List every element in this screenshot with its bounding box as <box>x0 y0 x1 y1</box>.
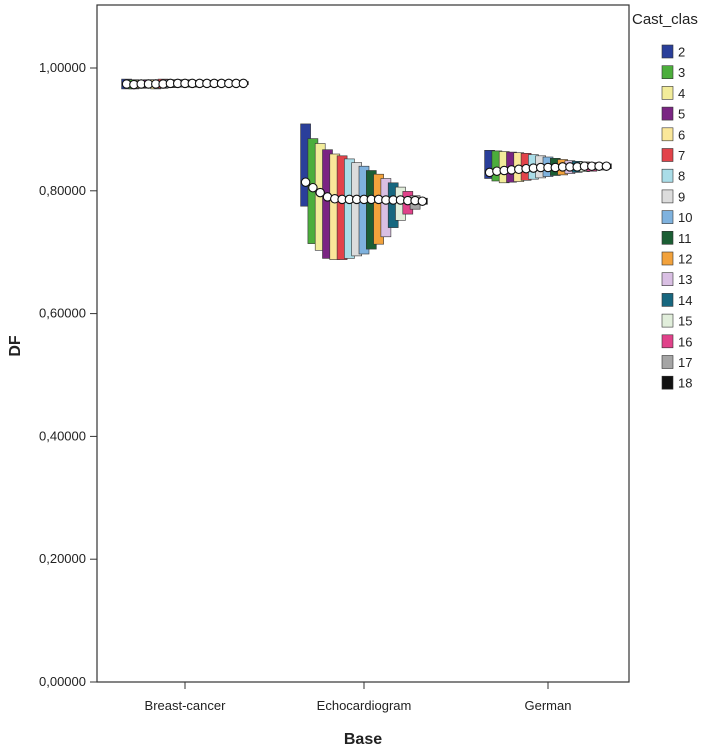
legend-swatch-17 <box>661 355 674 369</box>
legend-swatch-16 <box>661 334 674 349</box>
mean-markers-layer <box>121 78 612 206</box>
y-tick-label: 1,00000 <box>39 60 86 75</box>
legend-label-7: 7 <box>678 148 685 163</box>
legend-swatch-12 <box>661 251 674 266</box>
legend-swatch-7 <box>661 148 674 162</box>
legend-label-11: 11 <box>678 231 692 246</box>
y-tick-label: 0,40000 <box>39 428 86 443</box>
mean-marker-Echocardiogram-3 <box>308 182 318 193</box>
legend-swatch-15 <box>661 313 674 328</box>
legend-label-14: 14 <box>678 293 692 308</box>
x-tick-label: Echocardiogram <box>317 698 412 713</box>
legend-swatch-2 <box>661 44 674 59</box>
legend-swatch-13 <box>661 272 674 287</box>
legend-swatch-4 <box>661 86 674 100</box>
y-axis: 0,00000 0,20000 0,40000 0,60000 0,80000 1,000… <box>39 60 97 689</box>
legend-label-2: 2 <box>678 45 685 60</box>
legend-label-12: 12 <box>678 252 692 267</box>
legend-swatch-8 <box>661 168 674 183</box>
mean-marker-Echocardiogram-2 <box>300 177 311 187</box>
y-axis-title: DF <box>7 335 24 357</box>
legend-label-15: 15 <box>678 314 692 329</box>
legend-label-18: 18 <box>678 376 692 391</box>
legend-label-6: 6 <box>678 127 685 142</box>
x-tick-label: Breast-cancer <box>145 698 227 713</box>
legend-label-5: 5 <box>678 107 685 122</box>
legend-title: Cast_clas <box>632 11 698 28</box>
x-tick-label: German <box>525 698 572 713</box>
y-tick-label: 0,80000 <box>39 183 86 198</box>
legend-label-16: 16 <box>678 334 692 349</box>
mean-marker-German-18 <box>601 161 612 171</box>
legend-swatch-14 <box>661 293 674 307</box>
legend-swatch-18 <box>661 375 674 390</box>
legend-swatch-5 <box>661 106 674 121</box>
x-axis-title: Base <box>344 731 382 748</box>
legend-swatch-6 <box>661 127 674 142</box>
mean-marker-Echocardiogram-18 <box>417 196 428 206</box>
legend-swatch-11 <box>661 231 674 245</box>
legend-label-17: 17 <box>678 355 692 370</box>
legend-label-9: 9 <box>678 189 685 204</box>
legend-label-8: 8 <box>678 169 685 184</box>
legend-swatch-10 <box>661 210 674 224</box>
legend-label-10: 10 <box>678 210 692 225</box>
x-axis: Breast-cancer Echocardiogram German <box>145 682 572 713</box>
y-tick-label: 0,60000 <box>39 306 86 321</box>
legend-label-13: 13 <box>678 272 692 287</box>
legend-swatch-9 <box>661 189 674 204</box>
y-tick-label: 0,00000 <box>39 674 86 689</box>
legend-swatch-3 <box>661 65 674 79</box>
legend-label-4: 4 <box>678 86 685 101</box>
mean-marker-Breast-cancer-18 <box>238 78 249 89</box>
legend-label-3: 3 <box>678 65 685 80</box>
mean-marker-Echocardiogram-4 <box>315 187 325 198</box>
legend: Cast_clas 2 3 4 5 6 7 8 9 10 11 12 13 14 15 16 17 18 <box>632 11 698 391</box>
plot-frame <box>96 4 630 683</box>
y-tick-label: 0,20000 <box>39 551 86 566</box>
